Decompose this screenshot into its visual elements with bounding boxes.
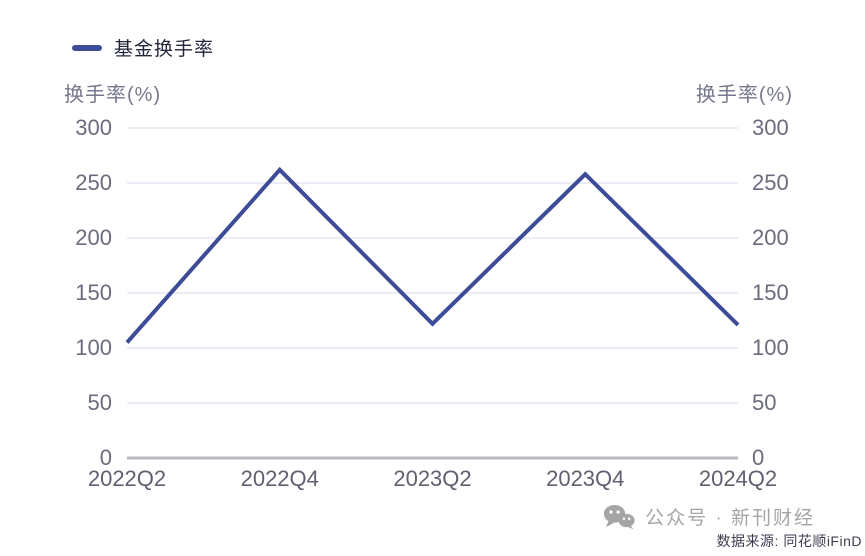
legend-label: 基金换手率 bbox=[114, 39, 215, 60]
y-tick-label-left-150: 150 bbox=[75, 280, 112, 305]
footer-brand: 公众号 · 新刊财经 bbox=[603, 503, 815, 530]
y-tick-label-left-250: 250 bbox=[75, 170, 112, 195]
y-tick-label-right-250: 250 bbox=[752, 170, 789, 195]
x-axis-label-2023Q2: 2023Q2 bbox=[393, 466, 472, 491]
y-tick-label-left-50: 50 bbox=[87, 390, 112, 415]
y-tick-label-right-50: 50 bbox=[752, 390, 777, 415]
x-axis-label-2022Q4: 2022Q4 bbox=[240, 466, 319, 491]
footer-brand-text: 公众号 · 新刊财经 bbox=[645, 508, 815, 529]
legend-line-swatch bbox=[72, 44, 102, 51]
y-axis-title-right: 换手率(%) bbox=[695, 84, 793, 106]
y-tick-label-right-200: 200 bbox=[752, 225, 789, 250]
legend-item-fund-turnover[interactable]: 基金换手率 bbox=[72, 34, 214, 61]
x-axis-label-2022Q2: 2022Q2 bbox=[87, 466, 167, 491]
y-axis-title-left: 换手率(%) bbox=[64, 84, 162, 106]
y-tick-label-left-200: 200 bbox=[75, 225, 112, 250]
y-tick-label-right-100: 100 bbox=[752, 335, 789, 360]
data-source-label: 数据来源: 同花顺iFinD bbox=[716, 533, 862, 549]
y-tick-label-left-100: 100 bbox=[75, 335, 112, 360]
x-axis-label-2024Q2: 2024Q2 bbox=[698, 466, 778, 491]
wechat-icon bbox=[603, 504, 635, 530]
y-tick-label-right-300: 300 bbox=[752, 115, 789, 140]
x-axis-label-2023Q4: 2023Q4 bbox=[546, 466, 625, 491]
y-tick-label-right-0: 0 bbox=[752, 445, 765, 470]
y-tick-label-left-0: 0 bbox=[99, 445, 112, 470]
y-tick-label-right-150: 150 bbox=[752, 280, 789, 305]
y-tick-label-left-300: 300 bbox=[75, 115, 112, 140]
series-line-基金换手率 bbox=[125, 166, 740, 344]
